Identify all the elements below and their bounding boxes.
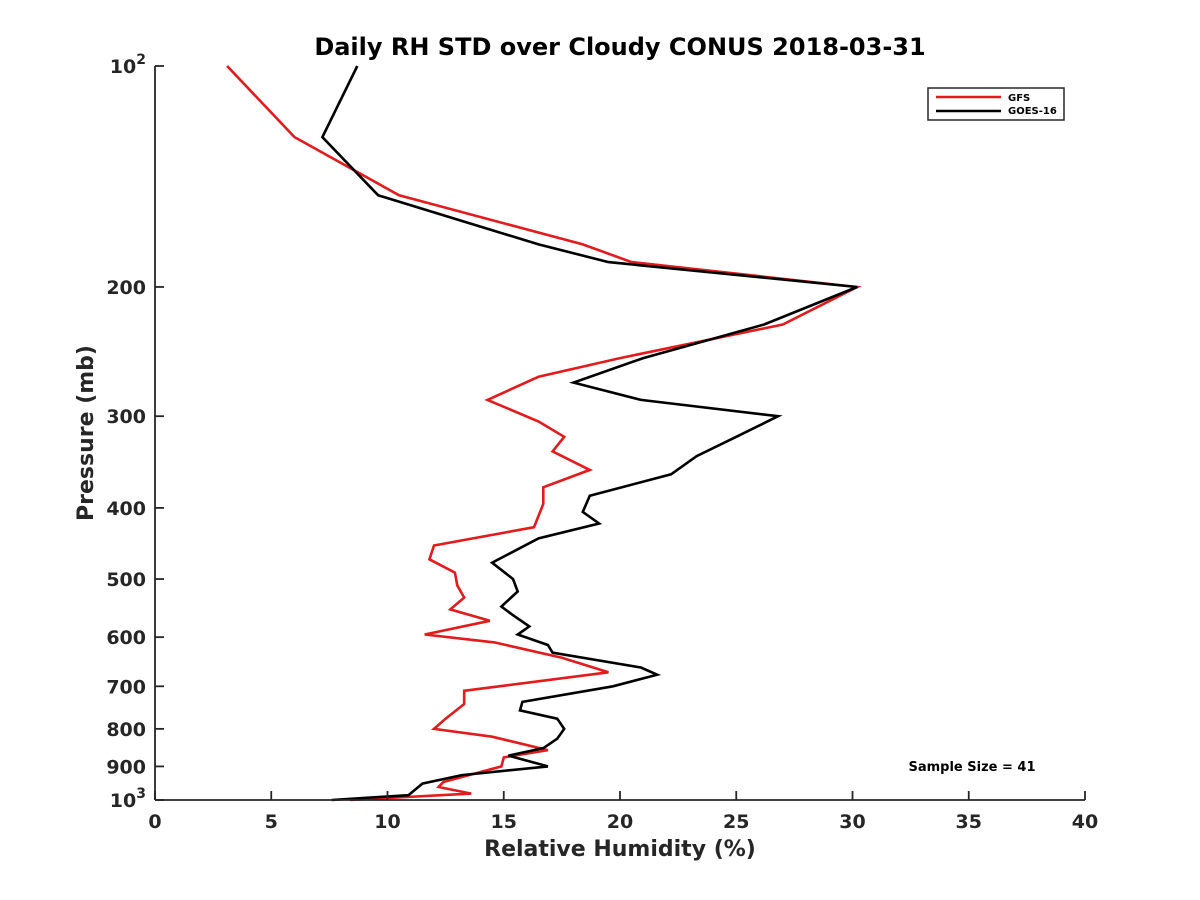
x-ticks: 0 5 10 15 20 25 30 35 40 — [148, 791, 1098, 833]
x-tick-label: 40 — [1072, 811, 1098, 833]
legend: GFS GOES-16 — [927, 87, 1065, 121]
y-tick-label: 500 — [106, 569, 146, 591]
x-tick-label: 35 — [956, 811, 982, 833]
y-tick-label: 300 — [106, 406, 146, 428]
x-tick-label: 20 — [607, 811, 633, 833]
series-group — [226, 65, 862, 802]
y-tick-label: 600 — [106, 627, 146, 649]
x-axis-label: Relative Humidity (%) — [484, 837, 756, 862]
y-tick-label: 400 — [106, 498, 146, 520]
x-tick-label: 25 — [723, 811, 749, 833]
legend-label-gfs: GFS — [1008, 93, 1030, 104]
x-tick-label: 0 — [148, 811, 161, 833]
x-tick-label: 5 — [265, 811, 278, 833]
y-ticks: 102 200 300 400 500 600 700 800 900 103 — [106, 52, 164, 812]
legend-box — [927, 87, 1065, 121]
y-tick-label: 900 — [106, 756, 146, 778]
x-tick-label: 30 — [839, 811, 865, 833]
x-tick-label: 10 — [374, 811, 400, 833]
series-line-goes-16 — [320, 65, 858, 802]
chart-title: Daily RH STD over Cloudy CONUS 2018-03-3… — [314, 33, 925, 61]
y-tick-label: 800 — [106, 719, 146, 741]
y-tick-label: 700 — [106, 676, 146, 698]
y-tick-label: 103 — [110, 786, 146, 812]
y-tick-label: 200 — [106, 277, 146, 299]
y-tick-label: 102 — [110, 52, 146, 78]
legend-label-goes-16: GOES-16 — [1008, 106, 1057, 117]
y-axis-label: Pressure (mb) — [74, 345, 99, 521]
x-tick-label: 15 — [491, 811, 517, 833]
sample-size-annotation: Sample Size = 41 — [908, 760, 1035, 775]
